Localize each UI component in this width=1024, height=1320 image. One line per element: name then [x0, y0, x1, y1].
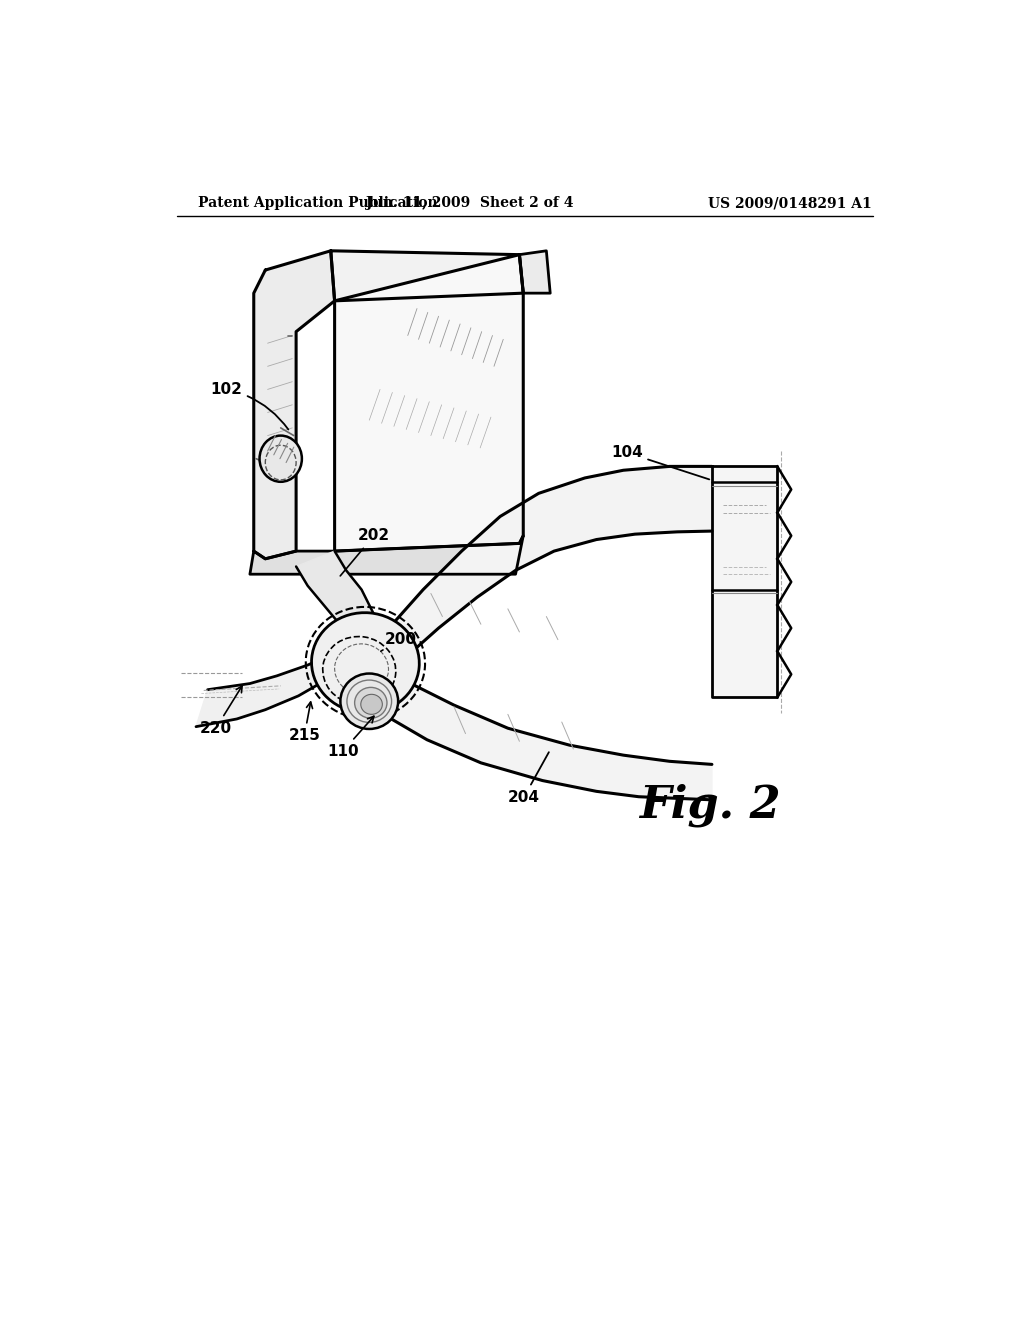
Polygon shape: [250, 536, 523, 574]
Text: Fig. 2: Fig. 2: [639, 784, 780, 826]
Ellipse shape: [354, 688, 387, 718]
Text: 102: 102: [210, 381, 289, 429]
Text: Patent Application Publication: Patent Application Publication: [199, 197, 438, 210]
Text: 104: 104: [611, 445, 710, 479]
Ellipse shape: [259, 436, 302, 482]
Text: 220: 220: [200, 686, 242, 735]
Text: 204: 204: [508, 752, 549, 805]
Polygon shape: [254, 251, 335, 558]
Polygon shape: [381, 682, 712, 800]
Ellipse shape: [340, 673, 398, 729]
Text: 202: 202: [340, 528, 390, 576]
Text: 215: 215: [289, 702, 321, 743]
Ellipse shape: [311, 612, 419, 713]
Text: US 2009/0148291 A1: US 2009/0148291 A1: [708, 197, 871, 210]
Text: 200: 200: [381, 632, 417, 651]
Polygon shape: [196, 651, 339, 726]
Polygon shape: [392, 466, 712, 659]
Polygon shape: [335, 255, 523, 552]
Polygon shape: [331, 251, 523, 301]
Ellipse shape: [360, 694, 382, 714]
Polygon shape: [519, 251, 550, 293]
Text: Jun. 11, 2009  Sheet 2 of 4: Jun. 11, 2009 Sheet 2 of 4: [366, 197, 573, 210]
Polygon shape: [296, 552, 377, 663]
Polygon shape: [712, 466, 777, 697]
Text: 110: 110: [327, 717, 374, 759]
